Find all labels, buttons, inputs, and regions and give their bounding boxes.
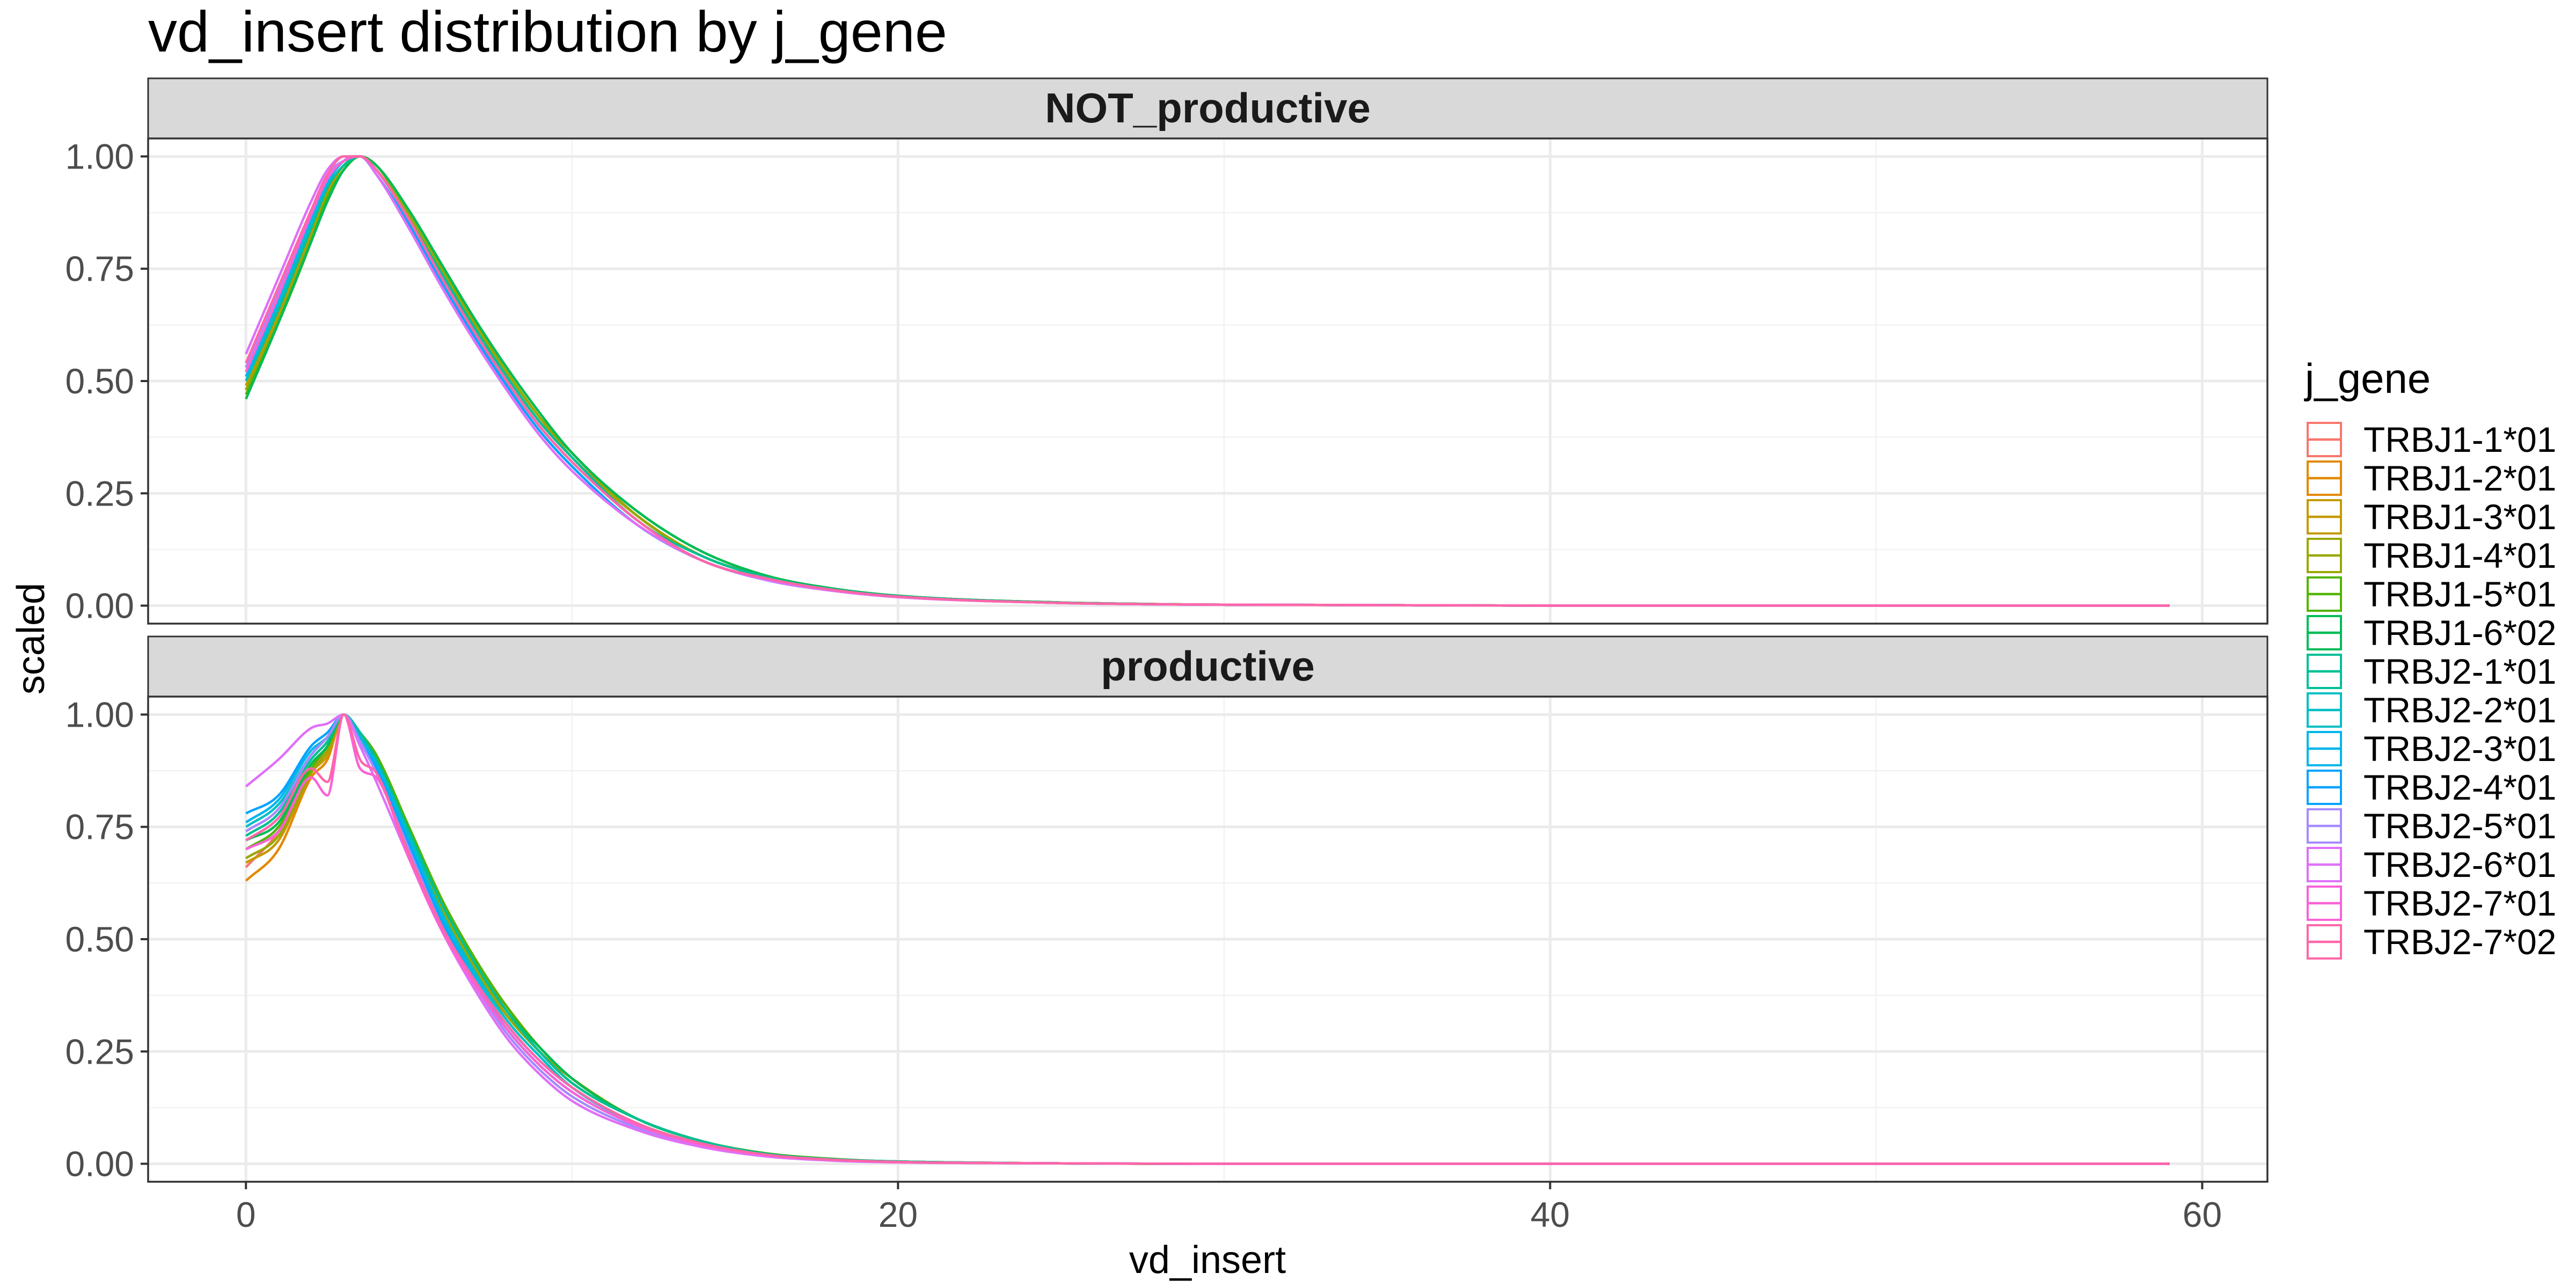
legend-label: TRBJ1-6*02 bbox=[2363, 613, 2557, 653]
x-tick-label: 0 bbox=[236, 1195, 256, 1234]
legend-label: TRBJ2-7*01 bbox=[2363, 883, 2557, 923]
legend-label: TRBJ2-2*01 bbox=[2363, 690, 2557, 730]
y-tick-label: 0.50 bbox=[65, 361, 134, 401]
legend-label: TRBJ1-5*01 bbox=[2363, 574, 2557, 614]
legend-label: TRBJ1-3*01 bbox=[2363, 497, 2557, 537]
y-tick-label: 0.50 bbox=[65, 919, 134, 959]
facet-panels: NOT_productive0.000.250.500.751.00produc… bbox=[65, 77, 2268, 1184]
legend-label: TRBJ1-2*01 bbox=[2363, 458, 2557, 498]
legend: j_gene TRBJ1-1*01TRBJ1-2*01TRBJ1-3*01TRB… bbox=[2304, 355, 2557, 962]
x-tick-label: 40 bbox=[1531, 1195, 1570, 1234]
legend-label: TRBJ2-6*01 bbox=[2363, 845, 2557, 884]
y-tick-label: 1.00 bbox=[65, 136, 134, 176]
x-tick-label: 60 bbox=[2183, 1195, 2222, 1234]
panel-border bbox=[147, 696, 2268, 1183]
legend-label: TRBJ2-7*02 bbox=[2363, 922, 2557, 962]
x-tick-label: 20 bbox=[879, 1195, 918, 1234]
legend-label: TRBJ2-4*01 bbox=[2363, 767, 2557, 807]
facet-strip bbox=[147, 77, 2268, 140]
facet-strip-label: productive bbox=[1101, 642, 1315, 690]
y-tick-label: 0.25 bbox=[65, 1031, 134, 1071]
legend-label: TRBJ1-4*01 bbox=[2363, 536, 2557, 575]
y-tick-label: 0.00 bbox=[65, 586, 134, 626]
series-line-TRBJ2-7*02 bbox=[245, 155, 2170, 607]
facet-panel-2: productive 0.00 0.25 0.50 0.75 1.00 bbox=[65, 635, 2268, 1184]
legend-label: TRBJ1-1*01 bbox=[2363, 420, 2557, 459]
panel-border bbox=[147, 137, 2268, 625]
series-line-TRBJ2-7*02 bbox=[245, 713, 2170, 1165]
chart-title: vd_insert distribution by j_gene bbox=[148, 0, 947, 64]
facet-strip bbox=[147, 635, 2268, 698]
x-axis: 0 20 40 60 bbox=[236, 1182, 2222, 1234]
y-tick-label: 0.75 bbox=[65, 807, 134, 847]
facet-panel-1: NOT_productive 0.00 0.25 0.50 0.75 1.00 bbox=[65, 77, 2268, 626]
y-tick-label: 0.75 bbox=[65, 249, 134, 289]
y-tick-label: 0.25 bbox=[65, 473, 134, 513]
legend-label: TRBJ2-1*01 bbox=[2363, 652, 2557, 691]
y-tick-label: 0.00 bbox=[65, 1144, 134, 1184]
legend-label: TRBJ2-5*01 bbox=[2363, 806, 2557, 846]
y-axis-title: scaled bbox=[10, 583, 53, 694]
y-tick-label: 1.00 bbox=[65, 694, 134, 734]
x-axis-title: vd_insert bbox=[1129, 1239, 1286, 1282]
legend-title: j_gene bbox=[2304, 355, 2431, 402]
legend-label: TRBJ2-3*01 bbox=[2363, 729, 2557, 769]
facet-strip-label: NOT_productive bbox=[1045, 84, 1371, 131]
